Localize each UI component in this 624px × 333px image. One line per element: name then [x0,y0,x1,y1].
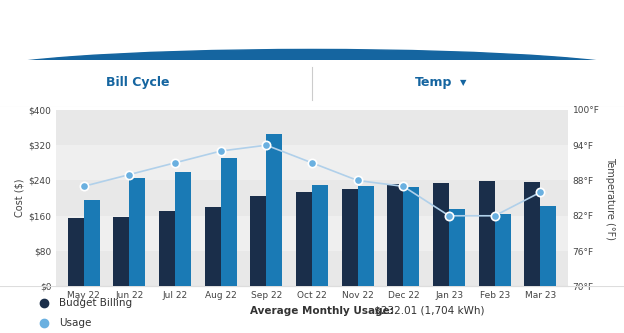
Bar [67,218,84,286]
Text: ▼: ▼ [460,78,466,87]
Text: May 2022 - Mar 2023: May 2022 - Mar 2023 [312,18,477,32]
Bar [524,182,540,286]
Bar [56,110,568,145]
Y-axis label: Cost ($): Cost ($) [14,179,24,217]
Bar [84,200,100,286]
Bar [403,187,419,286]
Text: Usage: Usage [59,318,92,328]
Bar [388,184,403,286]
Bar [56,145,568,180]
Bar [540,206,557,286]
Bar [479,181,495,286]
Bar [449,209,465,286]
Bar [433,183,449,286]
Bar [129,178,145,286]
Text: Temp: Temp [415,76,452,89]
Bar [205,207,221,286]
Y-axis label: Temperature (°F): Temperature (°F) [605,157,615,240]
Bar [358,186,374,286]
Bar [56,251,568,286]
Ellipse shape [0,50,624,101]
Text: Bill Cycle: Bill Cycle [105,76,169,89]
Bar [56,216,568,251]
Bar [495,214,510,286]
Bar [266,134,282,286]
Text: Average Monthly Usage:: Average Monthly Usage: [250,306,394,316]
Bar [175,172,191,286]
Bar [159,211,175,286]
Bar [221,159,236,286]
Text: Budget Billing: Budget Billing [59,298,132,308]
Bar [114,217,129,286]
Text: $232.01 (1,704 kWh): $232.01 (1,704 kWh) [371,306,485,316]
Bar [342,189,358,286]
Bar [250,196,266,286]
Bar [296,191,312,286]
Bar [56,180,568,216]
Text: Usage for:: Usage for: [236,18,312,32]
Bar [312,185,328,286]
